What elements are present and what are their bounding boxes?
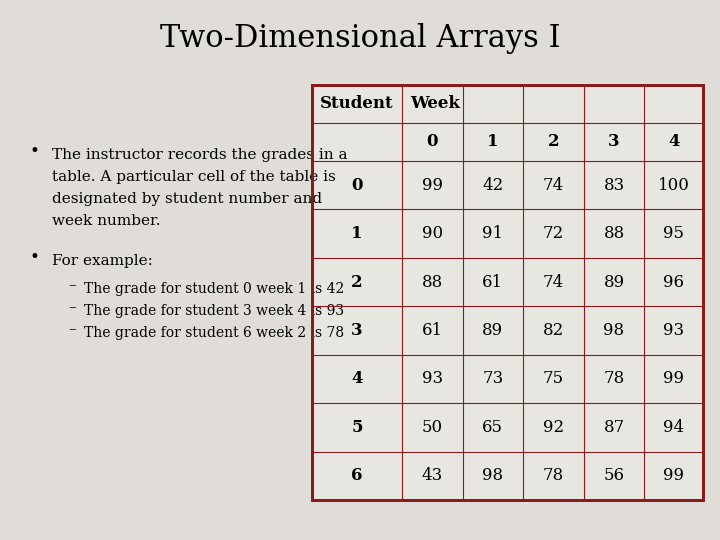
Text: 98: 98 [603, 322, 625, 339]
Text: week number.: week number. [52, 214, 161, 228]
Text: 3: 3 [351, 322, 363, 339]
Text: •: • [30, 143, 40, 159]
Text: 72: 72 [543, 225, 564, 242]
Text: 98: 98 [482, 467, 503, 484]
Text: 91: 91 [482, 225, 503, 242]
Text: 1: 1 [487, 133, 498, 151]
Text: 1: 1 [351, 225, 363, 242]
Text: 42: 42 [482, 177, 503, 194]
Text: •: • [30, 248, 40, 266]
Text: 100: 100 [658, 177, 690, 194]
Text: –: – [68, 278, 76, 292]
Text: 95: 95 [663, 225, 684, 242]
Text: The grade for student 0 week 1 is 42: The grade for student 0 week 1 is 42 [84, 282, 344, 296]
Bar [312, 85, 703, 500]
Text: For example:: For example: [52, 254, 153, 268]
Text: table. A particular cell of the table is: table. A particular cell of the table is [52, 170, 336, 184]
Text: 74: 74 [543, 274, 564, 291]
Text: Two-Dimensional Arrays I: Two-Dimensional Arrays I [160, 23, 560, 53]
Text: 5: 5 [351, 419, 363, 436]
Text: 82: 82 [543, 322, 564, 339]
Text: 4: 4 [351, 370, 363, 387]
Text: 96: 96 [663, 274, 684, 291]
Text: 99: 99 [422, 177, 443, 194]
Text: 73: 73 [482, 370, 503, 387]
Bar [312, 85, 703, 500]
Text: 89: 89 [482, 322, 503, 339]
Text: 78: 78 [543, 467, 564, 484]
Text: 78: 78 [603, 370, 625, 387]
Text: 61: 61 [482, 274, 503, 291]
Text: 87: 87 [603, 419, 625, 436]
Text: 2: 2 [548, 133, 559, 151]
Text: 74: 74 [543, 177, 564, 194]
Text: The grade for student 6 week 2 is 78: The grade for student 6 week 2 is 78 [84, 326, 344, 340]
Text: designated by student number and: designated by student number and [52, 192, 322, 206]
Text: 2: 2 [351, 274, 363, 291]
Text: Student: Student [320, 96, 394, 112]
Text: 6: 6 [351, 467, 363, 484]
Text: 43: 43 [422, 467, 443, 484]
Text: 50: 50 [422, 419, 443, 436]
Text: 0: 0 [351, 177, 363, 194]
Text: 99: 99 [663, 467, 684, 484]
Text: 0: 0 [426, 133, 438, 151]
Text: The instructor records the grades in a: The instructor records the grades in a [52, 148, 348, 162]
Text: 56: 56 [603, 467, 624, 484]
Text: 61: 61 [422, 322, 443, 339]
Text: 92: 92 [543, 419, 564, 436]
Text: 83: 83 [603, 177, 625, 194]
Text: 3: 3 [608, 133, 620, 151]
Text: –: – [68, 300, 76, 314]
Text: 90: 90 [422, 225, 443, 242]
Text: –: – [68, 322, 76, 336]
Text: The grade for student 3 week 4 is 93: The grade for student 3 week 4 is 93 [84, 304, 344, 318]
Text: 89: 89 [603, 274, 625, 291]
Text: 99: 99 [663, 370, 684, 387]
Text: 88: 88 [422, 274, 443, 291]
Text: 65: 65 [482, 419, 503, 436]
Text: 93: 93 [663, 322, 684, 339]
Text: 93: 93 [422, 370, 443, 387]
Text: 94: 94 [663, 419, 684, 436]
Text: 4: 4 [668, 133, 680, 151]
Text: 88: 88 [603, 225, 625, 242]
Text: 75: 75 [543, 370, 564, 387]
Text: Week: Week [410, 96, 460, 112]
